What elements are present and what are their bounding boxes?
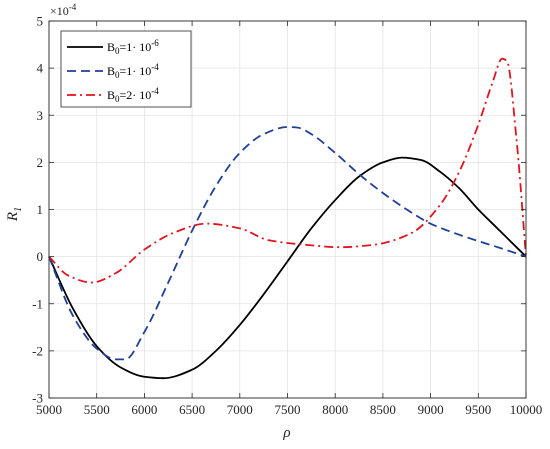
- y-axis-label-main: R: [5, 212, 21, 222]
- series-line-2: [48, 126, 527, 361]
- x-tick-label: 10000: [510, 402, 543, 417]
- x-tick-label: 7000: [227, 402, 253, 417]
- legend-entry-1: B0=1· 10-6: [107, 38, 159, 56]
- x-tick-label: 5500: [84, 402, 110, 417]
- x-tick-label: 8000: [322, 402, 348, 417]
- y-tick-label: -3: [32, 391, 43, 406]
- legend-entry-2: B0=1· 10-4: [107, 62, 159, 80]
- x-tick-label: 8500: [370, 402, 396, 417]
- x-tick-label: 6000: [131, 402, 157, 417]
- y-tick-label: 1: [37, 202, 44, 217]
- x-tick-label: 7500: [275, 402, 301, 417]
- y-multiplier-exponent: -4: [69, 2, 77, 12]
- x-tick-label: 5000: [36, 402, 62, 417]
- series-layer: [48, 57, 527, 380]
- y-axis-label: R1: [5, 207, 24, 222]
- axis-ticks: 5000 5500 6000 6500 7000 7500 8000 8500 9000 9500…: [32, 14, 542, 418]
- legend-entry-3: B0=2· 10-4: [107, 86, 159, 104]
- y-tick-label: 3: [37, 108, 44, 123]
- legend: B0=1· 10-6 B0=1· 10-4 B0=2· 10-4: [60, 30, 192, 108]
- x-tick-label: 9000: [418, 402, 444, 417]
- x-tick-label: 6500: [179, 402, 205, 417]
- y-multiplier: ×10-4: [50, 2, 77, 18]
- series-line-1: [48, 156, 527, 380]
- legend-box: [60, 30, 192, 108]
- series-line-3: [48, 57, 527, 284]
- x-axis-label: ρ: [282, 425, 290, 441]
- y-tick-label: 2: [37, 155, 44, 170]
- y-multiplier-base: ×10: [50, 4, 69, 18]
- y-tick-label: -2: [32, 343, 43, 358]
- y-tick-label: 0: [37, 249, 44, 264]
- y-tick-label: 5: [37, 14, 44, 29]
- y-tick-label: -1: [32, 296, 43, 311]
- y-tick-label: 4: [37, 61, 44, 76]
- x-tick-label: 9500: [465, 402, 491, 417]
- y-axis-label-subscript: 1: [13, 207, 24, 212]
